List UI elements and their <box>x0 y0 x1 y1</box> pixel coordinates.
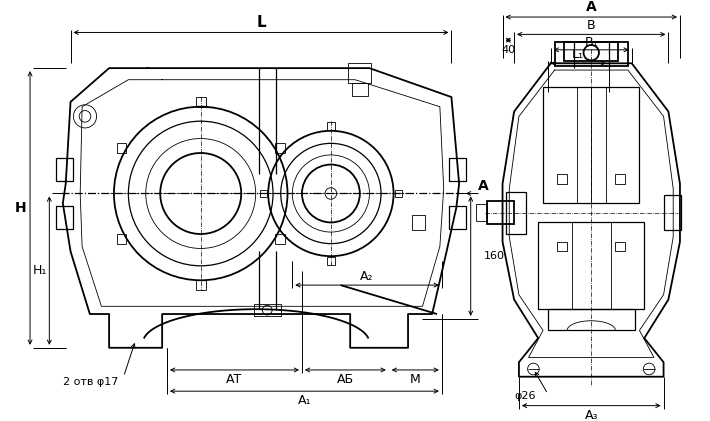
Text: M: M <box>410 373 420 386</box>
Text: φ26: φ26 <box>514 391 535 401</box>
Bar <box>616 174 625 184</box>
Bar <box>449 206 466 229</box>
Bar <box>506 192 525 234</box>
Bar <box>538 222 644 309</box>
Bar <box>253 304 280 316</box>
Text: L: L <box>256 15 266 30</box>
Bar <box>196 97 205 107</box>
Text: B: B <box>587 19 596 32</box>
Bar <box>196 280 205 290</box>
Bar <box>412 215 425 230</box>
Text: A: A <box>586 0 596 14</box>
Bar <box>543 88 640 203</box>
Text: L₁: L₁ <box>572 48 584 61</box>
Bar <box>275 143 285 152</box>
Text: AБ: AБ <box>337 373 354 386</box>
Bar <box>327 122 334 130</box>
Text: 40: 40 <box>501 45 515 55</box>
Bar <box>557 174 567 184</box>
Bar <box>616 242 625 251</box>
Bar <box>557 242 567 251</box>
Text: 160: 160 <box>484 251 506 261</box>
Bar <box>487 201 514 224</box>
Bar <box>56 158 73 181</box>
Text: 2 отв φ17: 2 отв φ17 <box>62 376 118 386</box>
Bar <box>348 63 371 83</box>
Text: H: H <box>15 201 26 215</box>
Text: A₁: A₁ <box>297 394 311 407</box>
Bar <box>664 195 681 230</box>
Bar <box>327 257 334 265</box>
Text: AТ: AТ <box>226 373 243 386</box>
Bar <box>395 189 403 197</box>
Text: B₁: B₁ <box>584 36 598 48</box>
Bar <box>275 234 285 244</box>
Text: A₂: A₂ <box>360 270 373 283</box>
Bar <box>555 42 628 66</box>
Bar <box>56 206 73 229</box>
Bar <box>116 234 126 244</box>
Bar <box>352 83 368 96</box>
Bar <box>116 143 126 152</box>
Bar <box>564 42 618 61</box>
Text: A: A <box>477 179 488 193</box>
Text: H₁: H₁ <box>33 264 47 277</box>
Text: A₃: A₃ <box>584 409 598 421</box>
Bar <box>476 204 487 221</box>
Bar <box>548 309 635 330</box>
Bar <box>449 158 466 181</box>
Bar <box>260 189 267 197</box>
